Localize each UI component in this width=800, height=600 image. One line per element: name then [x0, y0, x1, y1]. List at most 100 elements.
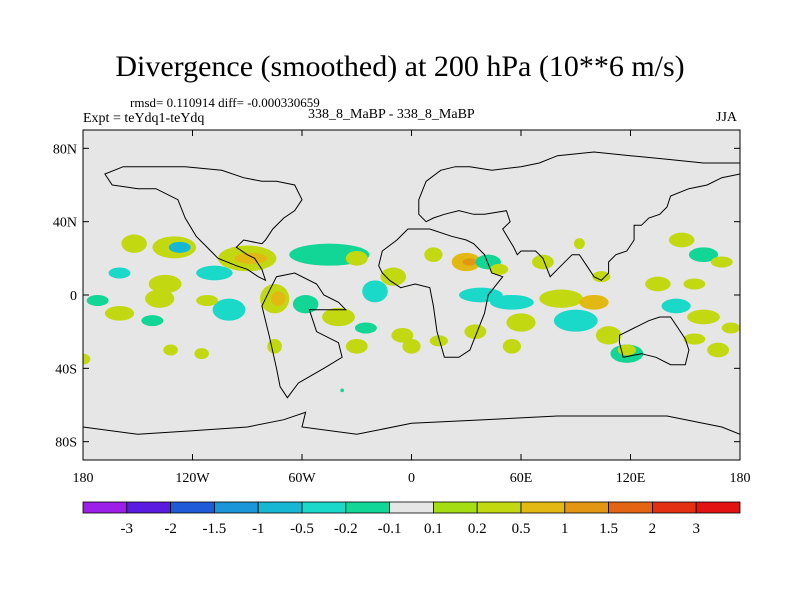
colorbar-label-6: -0.1 — [378, 521, 402, 537]
chart-title: Divergence (smoothed) at 200 hPa (10**6 … — [115, 50, 685, 83]
colorbar-label-12: 2 — [649, 521, 657, 537]
colorbar-label-2: -1.5 — [203, 521, 227, 537]
field-patch-13 — [196, 295, 219, 306]
colorbar-swatch-1 — [126, 501, 172, 514]
field-patch-22 — [354, 322, 377, 334]
coastline-1 — [378, 228, 504, 358]
colorbar-label-3: -1 — [252, 521, 265, 537]
field-patch-3 — [196, 265, 233, 281]
coastline-3 — [418, 151, 740, 281]
comparison-label: 338_8_MaBP - 338_8_MaBP — [308, 107, 475, 122]
y-tick-label-0: 80N — [53, 142, 77, 157]
field-patch-57 — [687, 309, 720, 325]
x-axis: 180 120W 60W 0 60E 120E 180 — [73, 130, 751, 486]
colorbar-swatch-3 — [213, 501, 259, 514]
field-patch-16 — [292, 295, 319, 314]
field-patch-55 — [683, 278, 706, 290]
x-tick-label-1: 120W — [175, 471, 210, 486]
field-patch-21 — [322, 307, 355, 327]
colorbar-swatch-2 — [170, 501, 215, 514]
field-patch-39 — [553, 309, 598, 332]
field-patch-40 — [506, 313, 536, 332]
y-tick-label-3: 40S — [55, 362, 77, 377]
colorbar-swatch-13 — [652, 501, 697, 514]
x-tick-label-6: 180 — [730, 471, 751, 486]
coastline-5 — [83, 411, 740, 460]
colorbar-label-9: 0.5 — [512, 521, 531, 537]
field-patch-59 — [721, 322, 740, 334]
stats-label: rmsd= 0.110914 diff= -0.000330659 — [130, 95, 320, 110]
field-patch-12 — [212, 298, 246, 321]
field-patch-48 — [595, 326, 622, 345]
field-patch-53 — [688, 247, 719, 262]
field-patch-7 — [86, 295, 109, 306]
field-patch-5 — [234, 252, 268, 264]
field-patch-37 — [539, 289, 584, 308]
y-tick-label-4: 80S — [55, 436, 77, 451]
coastlines — [83, 151, 740, 460]
colorbar-label-4: -0.5 — [290, 521, 314, 537]
colorbar-swatch-5 — [301, 501, 347, 514]
field-patch-10 — [145, 289, 175, 308]
colorbar-label-11: 1.5 — [599, 521, 618, 537]
field-patch-24 — [345, 339, 368, 354]
field-patch-20 — [362, 280, 388, 303]
coastline-0 — [261, 272, 347, 399]
y-tick-label-2: 0 — [70, 289, 77, 304]
field-patch-6 — [148, 274, 182, 294]
field-patch-43 — [402, 339, 421, 354]
colorbar-swatch-0 — [82, 501, 128, 514]
field-patch-30 — [424, 247, 443, 262]
experiment-label: Expt = teYdq1-teYdq — [83, 111, 205, 126]
colorbar-swatch-7 — [389, 501, 434, 514]
field-patch-41 — [464, 324, 487, 339]
field-patch-32 — [462, 258, 478, 266]
colorbar-swatch-8 — [432, 501, 478, 514]
field-patch-11 — [141, 315, 164, 327]
field-patch-60 — [707, 342, 730, 358]
y-tick-label-1: 40N — [53, 216, 77, 231]
colorbar-label-0: -3 — [121, 521, 134, 537]
x-tick-label-4: 60E — [510, 471, 533, 486]
field-patch-19 — [380, 267, 407, 286]
colorbar-swatch-10 — [520, 501, 566, 514]
season-label: JJA — [716, 110, 738, 125]
colorbar-swatch-12 — [608, 501, 653, 514]
field-patch-35 — [458, 287, 503, 303]
colorbar-label-1: -2 — [164, 521, 177, 537]
field-patch-46 — [573, 238, 585, 250]
field-patch-42 — [429, 335, 448, 347]
field-patch-23 — [391, 328, 414, 343]
field-patch-18 — [345, 251, 368, 266]
colorbar-label-13: 3 — [692, 521, 700, 537]
field-patch-52 — [668, 232, 695, 248]
field-patch-54 — [710, 256, 733, 268]
field-patch-58 — [683, 333, 706, 345]
colorbar-swatch-9 — [476, 501, 522, 514]
field-patch-9 — [104, 306, 135, 321]
field-patch-15 — [270, 291, 286, 306]
colorbar-label-7: 0.1 — [424, 521, 443, 537]
field-patch-36 — [489, 295, 534, 310]
map-background — [83, 130, 740, 460]
coastline-4 — [619, 316, 690, 366]
x-tick-label-5: 120E — [616, 471, 646, 486]
colorbar-swatch-11 — [564, 501, 609, 514]
field-patch-44 — [502, 339, 521, 354]
x-tick-label-0: 180 — [73, 471, 94, 486]
field-patch-34 — [489, 263, 509, 275]
colorbar-swatch-4 — [257, 501, 303, 514]
field-patch-38 — [579, 295, 609, 310]
field-patch-8 — [108, 267, 131, 279]
colorbar: -3 -2 -1.5 -1 -0.5 -0.2 -0.1 0.1 0.2 0.5 1 1.5 2 3 — [82, 501, 741, 537]
x-tick-label-2: 60W — [288, 471, 316, 486]
x-tick-label-3: 0 — [408, 471, 415, 486]
colorbar-label-10: 1 — [561, 521, 569, 537]
field-patch-27 — [194, 348, 209, 360]
field-patch-47 — [592, 271, 611, 283]
field-patch-25 — [83, 353, 91, 365]
field-patch-26 — [163, 344, 178, 356]
colorbar-swatch-6 — [345, 501, 390, 514]
coastline-2 — [104, 166, 303, 282]
